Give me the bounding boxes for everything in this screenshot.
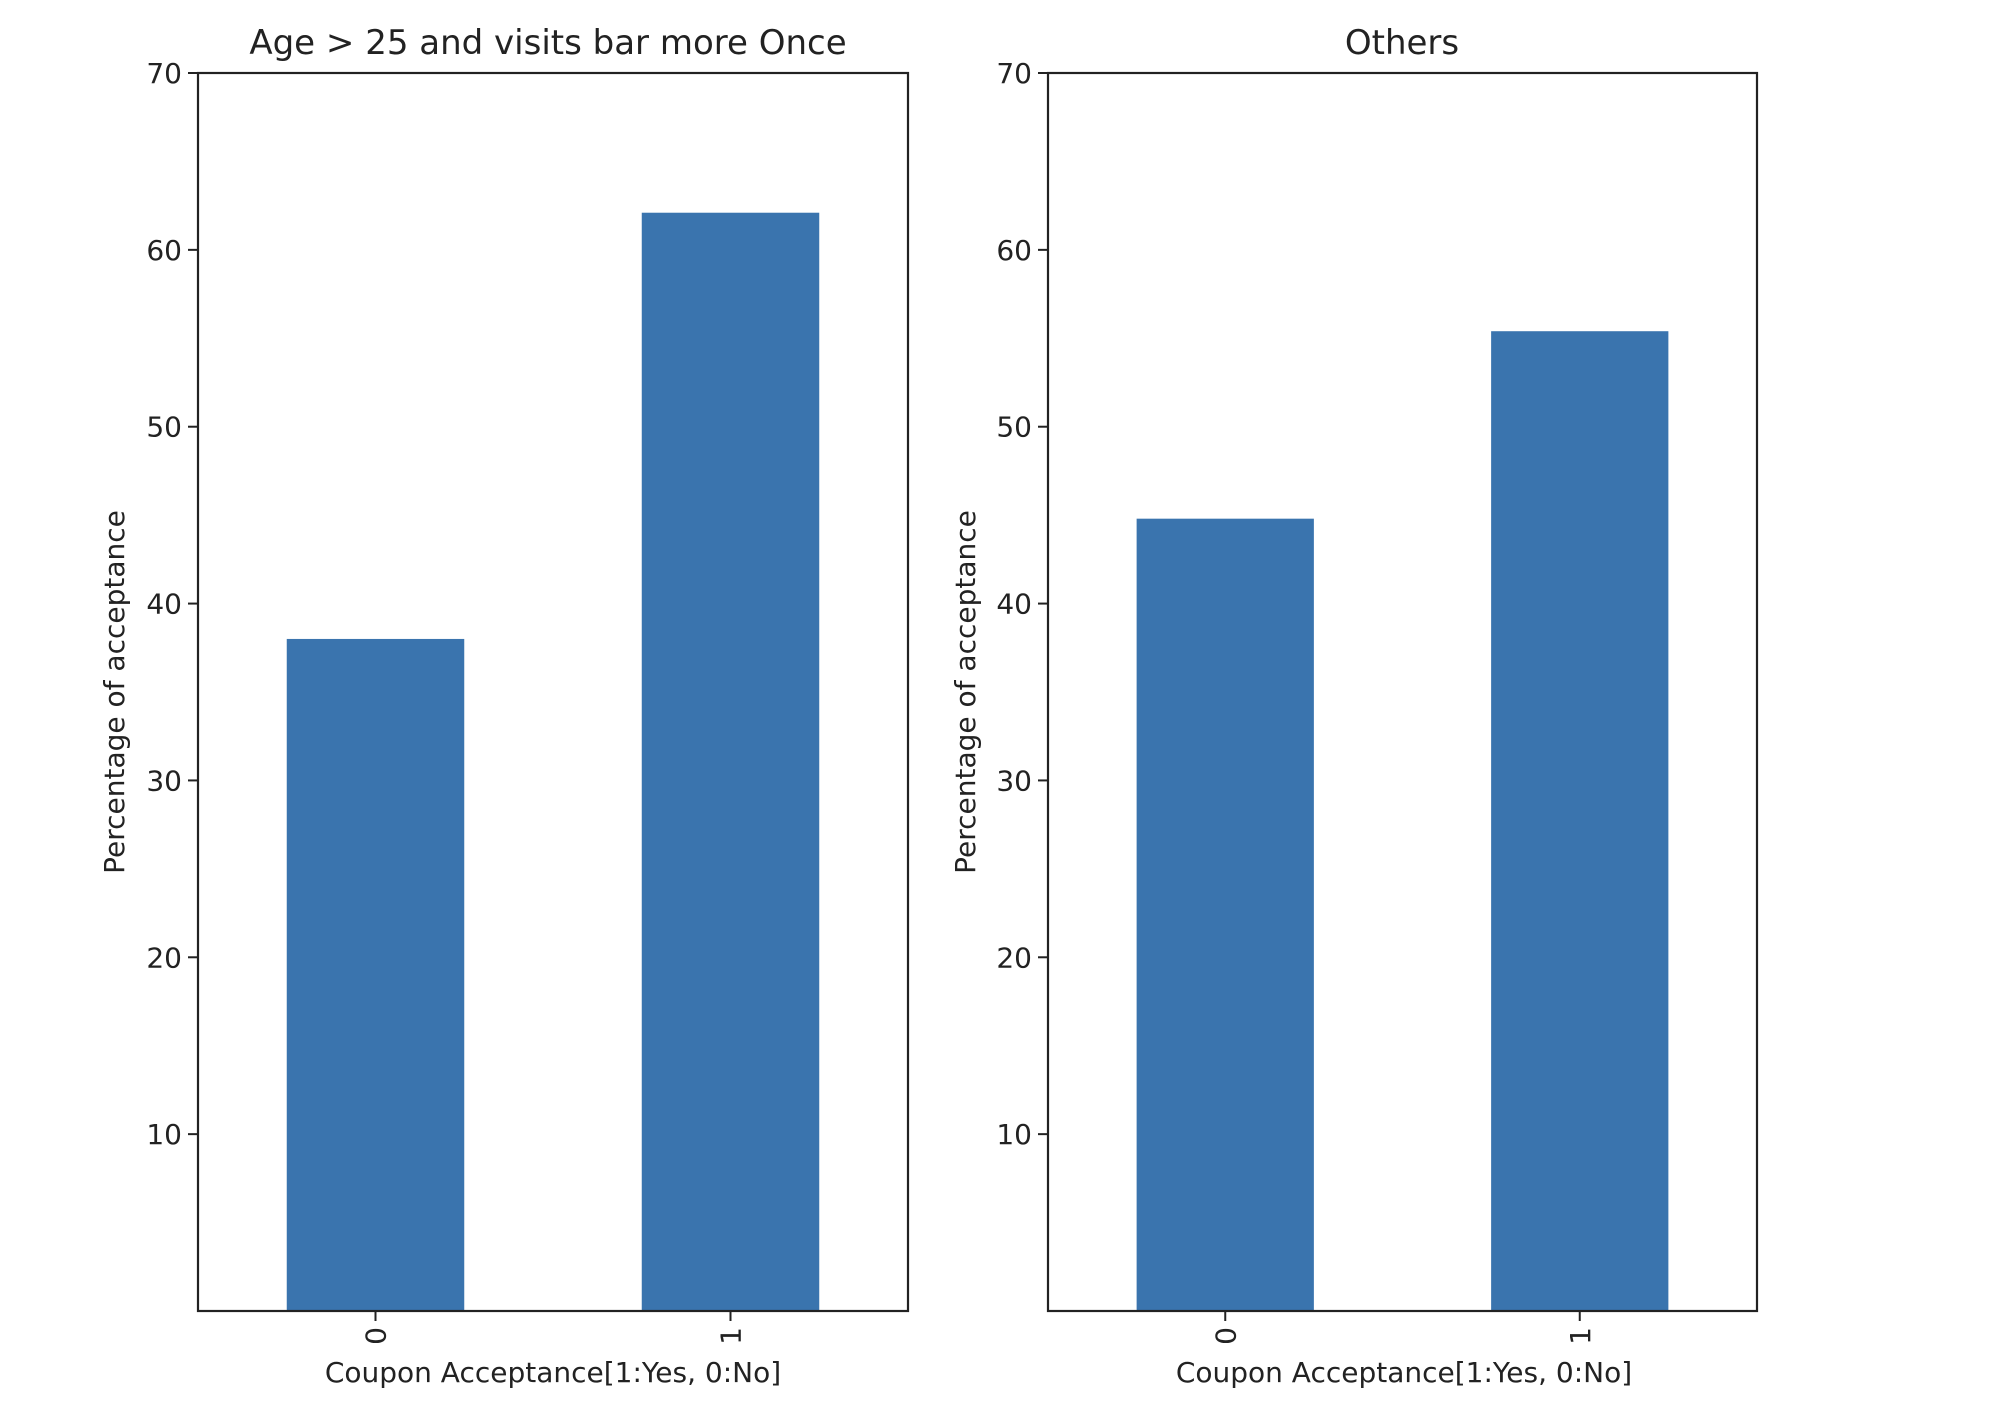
bar-1: [641, 212, 820, 1311]
x-axis-label: Coupon Acceptance[1:Yes, 0:No]: [1176, 1356, 1632, 1389]
y-tick-label: 50: [996, 411, 1032, 444]
y-tick-label: 70: [146, 57, 182, 90]
y-tick-label: 20: [996, 941, 1032, 974]
y-tick-label: 20: [146, 941, 182, 974]
bar-0: [1136, 518, 1314, 1311]
left-chart: Age > 25 and visits bar more Once 102030…: [98, 23, 910, 1389]
bar-0: [286, 638, 465, 1311]
y-tick-label: 30: [996, 764, 1032, 797]
plot-frame: [196, 71, 910, 1313]
y-axis-label: Percentage of acceptance: [949, 510, 982, 874]
x-tick-label: 0: [360, 1327, 393, 1345]
bar-group: [286, 212, 820, 1311]
y-tick-label: 40: [996, 588, 1032, 621]
y-axis-ticks: 10 20 30 40 50 60 70: [146, 57, 198, 1151]
x-tick-label: 1: [715, 1327, 748, 1345]
chart-title: Age > 25 and visits bar more Once: [249, 23, 846, 63]
y-tick-label: 30: [146, 764, 182, 797]
y-tick-label: 50: [146, 411, 182, 444]
y-tick-label: 40: [146, 588, 182, 621]
bar-group: [1136, 331, 1669, 1311]
y-tick-label: 60: [996, 234, 1032, 267]
y-axis-label: Percentage of acceptance: [98, 510, 131, 874]
y-tick-label: 10: [146, 1118, 182, 1151]
x-tick-label: 0: [1209, 1327, 1242, 1345]
x-tick-label: 1: [1564, 1327, 1597, 1345]
y-axis-ticks: 10 20 30 40 50 60 70: [996, 57, 1048, 1151]
y-tick-label: 60: [146, 234, 182, 267]
y-tick-label: 10: [996, 1118, 1032, 1151]
x-axis-label: Coupon Acceptance[1:Yes, 0:No]: [325, 1356, 781, 1389]
chart-title: Others: [1345, 23, 1459, 63]
y-tick-label: 70: [996, 57, 1032, 90]
bar-1: [1491, 331, 1669, 1311]
plot-frame: [1046, 71, 1759, 1313]
